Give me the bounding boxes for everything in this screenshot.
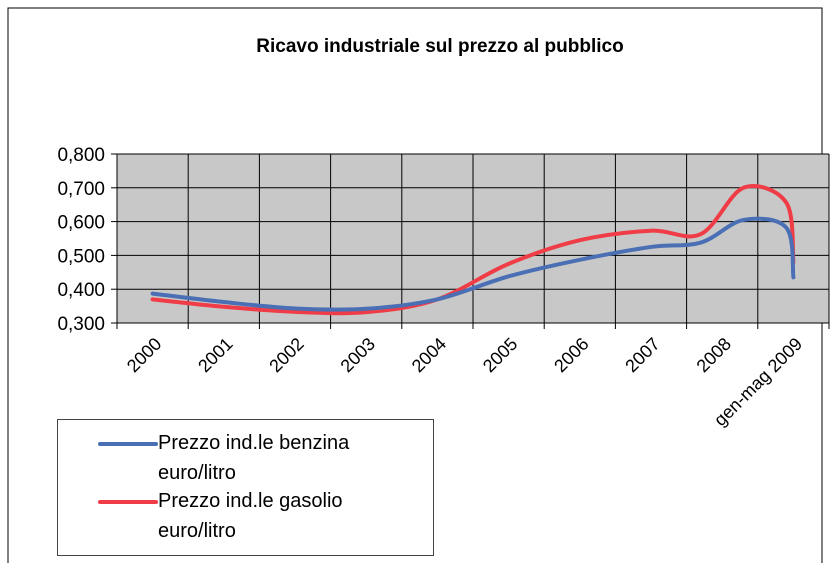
legend: Prezzo ind.le benzina euro/litro Prezzo … [57,419,434,556]
y-tick-label: 0,700 [57,179,105,200]
legend-label-gasolio-line1: Prezzo ind.le gasolio [158,490,343,512]
chart-title: Ricavo industriale sul prezzo al pubblic… [256,36,623,57]
legend-swatch-benzina [98,442,158,446]
y-tick-label: 0,500 [57,246,105,267]
legend-label-benzina-line2: euro/litro [158,462,236,484]
axes [111,153,830,329]
series-line-benzina [150,216,796,312]
legend-swatch-gasolio [98,500,158,504]
y-tick-label: 0,800 [57,145,105,166]
legend-label-benzina-line1: Prezzo ind.le benzina [158,432,350,454]
y-tick-label: 0,300 [57,314,105,335]
y-tick-label: 0,600 [57,213,105,234]
y-tick-label: 0,400 [57,280,105,301]
series-lines [150,184,796,316]
series-line-gasolio [150,184,796,316]
legend-label-gasolio-line2: euro/litro [158,520,236,542]
